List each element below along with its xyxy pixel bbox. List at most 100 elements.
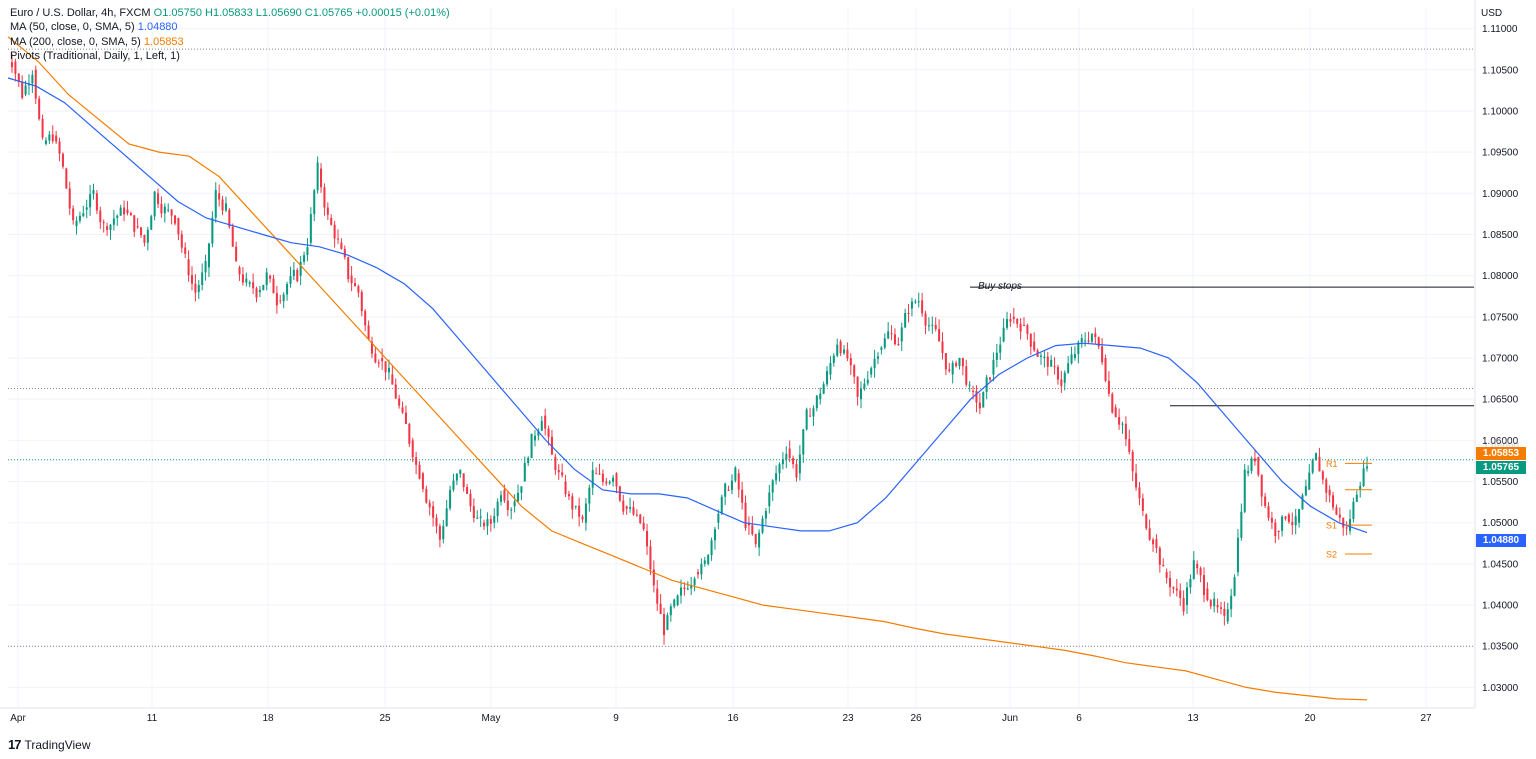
candle-down <box>1267 506 1270 518</box>
candle-down <box>1335 507 1338 515</box>
candle-up <box>730 480 733 490</box>
candle-up <box>826 370 829 385</box>
time-axis: Apr 11 18 25 May 9 16 23 26 Jun 6 13 20 27 <box>10 713 1432 724</box>
chart-grid <box>8 8 1474 708</box>
ma50-price-tag: 1.04880 <box>1476 534 1526 547</box>
candle-up <box>584 503 587 523</box>
pivot-label-r1: R1 <box>1326 459 1338 469</box>
candle-up <box>48 134 51 141</box>
candle-down <box>656 588 659 604</box>
candle-up <box>805 409 808 430</box>
pivot-label-s2: S2 <box>1326 550 1337 560</box>
candle-down <box>123 207 126 215</box>
candle-down <box>320 168 323 188</box>
y-tick-label: 1.08000 <box>1482 271 1519 282</box>
candle-down <box>421 473 424 489</box>
candle-up <box>207 243 210 268</box>
candle-up <box>516 492 520 502</box>
candle-up <box>1077 342 1080 355</box>
candle-down <box>506 500 509 510</box>
legend-ma200-row: MA (200, close, 0, SMA, 5) 1.05853 <box>10 35 450 49</box>
candle-up <box>995 352 998 360</box>
candle-down <box>547 428 550 437</box>
candle-down <box>129 213 132 216</box>
candle-down <box>751 525 754 535</box>
candle-down <box>944 353 947 370</box>
candle-down <box>921 300 924 314</box>
candle-up <box>883 338 886 348</box>
candle-up <box>1080 338 1083 343</box>
candle-down <box>1019 323 1022 332</box>
candle-up <box>778 464 781 474</box>
candle-down <box>377 362 380 364</box>
candle-down <box>1141 498 1144 511</box>
candle-down <box>839 341 842 354</box>
candle-down <box>1172 587 1175 589</box>
candle-down <box>180 234 183 248</box>
candle-up <box>720 496 723 514</box>
candle-down <box>941 341 944 354</box>
candle-up <box>1230 595 1233 610</box>
candle-down <box>435 517 438 527</box>
candle-down <box>1328 489 1331 496</box>
candle-up <box>92 190 95 195</box>
candle-up <box>1043 356 1046 358</box>
candle-down <box>326 207 329 215</box>
candle-up <box>1352 501 1355 520</box>
candle-down <box>1124 423 1127 440</box>
candle-down <box>370 341 373 354</box>
candle-down <box>846 349 849 359</box>
candle-up <box>459 469 462 474</box>
candle-up <box>870 368 873 375</box>
ma50-label[interactable]: MA (50, close, 0, SMA, 5) <box>10 21 135 34</box>
candle-down <box>1216 605 1219 608</box>
candle-up <box>78 215 81 221</box>
candle-down <box>924 313 927 326</box>
candle-down <box>581 516 584 520</box>
candle-down <box>432 506 435 518</box>
candle-up <box>224 203 227 211</box>
candle-down <box>1287 514 1290 522</box>
candle-up <box>815 395 818 409</box>
candle-up <box>520 486 523 493</box>
candle-down <box>1053 366 1056 368</box>
symbol-title[interactable]: Euro / U.S. Dollar, 4h, FXCM <box>10 7 151 19</box>
candle-up <box>201 272 204 285</box>
candle-down <box>252 282 255 289</box>
candle-down <box>646 530 649 547</box>
candle-up <box>910 301 913 309</box>
candle-down <box>323 187 326 208</box>
candle-up <box>513 501 516 507</box>
candle-down <box>133 215 136 232</box>
candle-down <box>615 473 618 487</box>
candle-up <box>303 255 306 262</box>
candle-down <box>503 489 506 501</box>
candle-down <box>330 218 333 225</box>
candle-down <box>102 222 105 224</box>
footer-branding[interactable]: 17 TradingView <box>8 737 91 752</box>
candle-down <box>483 522 486 527</box>
candle-up <box>710 540 713 556</box>
candle-down <box>279 300 282 302</box>
ma200-label[interactable]: MA (200, close, 0, SMA, 5) <box>10 35 141 48</box>
candle-down <box>961 358 964 367</box>
candle-up <box>771 480 774 493</box>
candle-up <box>927 325 930 327</box>
candle-down <box>1274 522 1277 537</box>
candle-down <box>1029 333 1032 347</box>
candle-up <box>1311 460 1314 473</box>
candle-up <box>1236 537 1239 573</box>
candle-down <box>639 514 642 523</box>
candle-up <box>1281 516 1284 531</box>
pivots-label[interactable]: Pivots (Traditional, Daily, 1, Left, 1) <box>10 49 180 62</box>
candle-up <box>842 349 846 354</box>
y-tick-label: 1.05500 <box>1482 477 1519 488</box>
y-tick-label: 1.10500 <box>1482 65 1519 76</box>
candle-down <box>567 494 570 497</box>
price-axis: 1.11000 1.10500 1.10000 1.09500 1.09000 1.085… <box>0 0 1519 709</box>
candle-up <box>85 207 88 210</box>
pivot-markers: R1 S1 S2 <box>1326 459 1372 560</box>
y-tick-label: 1.10000 <box>1482 106 1519 117</box>
candle-up <box>866 379 869 384</box>
